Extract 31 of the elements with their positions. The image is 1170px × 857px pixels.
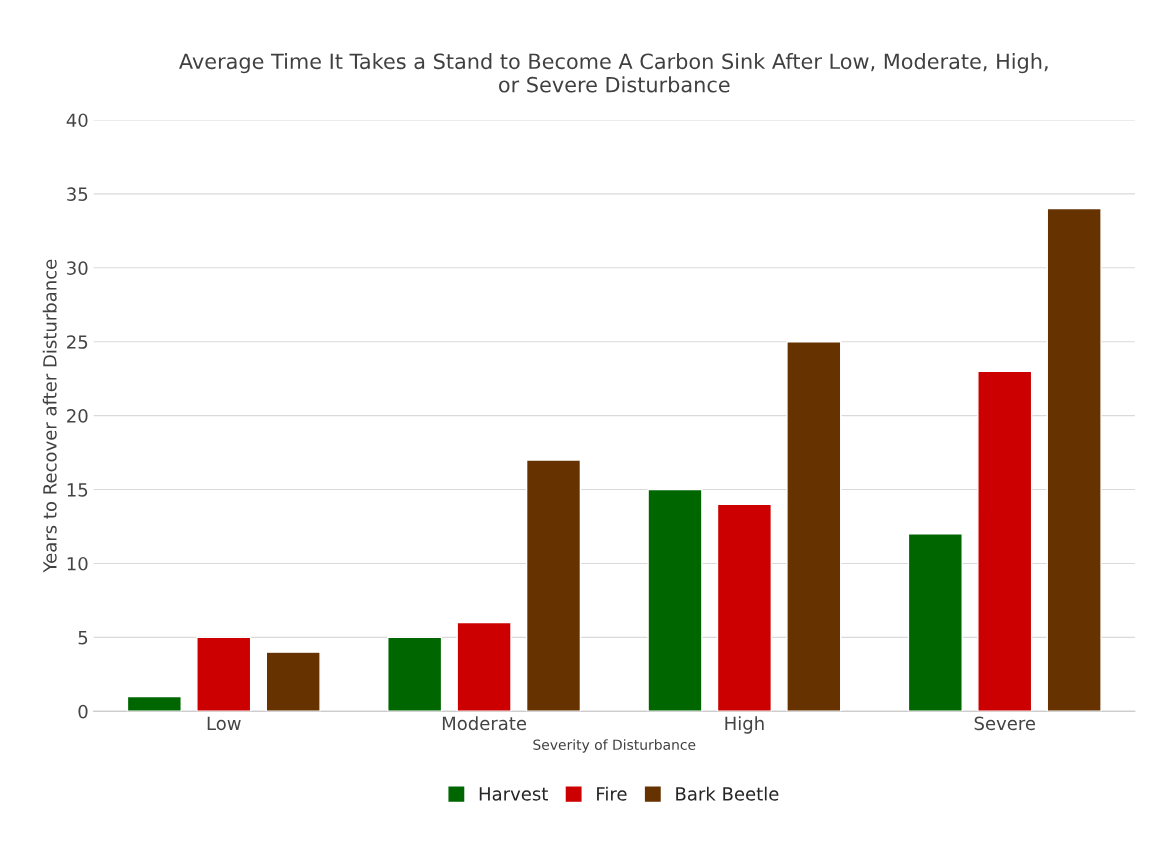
bar bbox=[716, 503, 773, 712]
bar bbox=[196, 636, 252, 712]
y-tick-label: 10 bbox=[67, 556, 88, 571]
bar bbox=[265, 651, 321, 712]
y-tick-label: 30 bbox=[67, 261, 88, 275]
x-tick-label: Severe bbox=[974, 716, 1036, 731]
y-tick-label: 15 bbox=[67, 483, 88, 497]
bar bbox=[126, 695, 182, 712]
y-tick-label: 40 bbox=[66, 113, 88, 128]
bar bbox=[786, 341, 842, 712]
x-tick-label: High bbox=[725, 716, 764, 734]
legend-label: Bark Beetle bbox=[676, 786, 779, 801]
bar bbox=[1046, 207, 1102, 712]
x-axis-title: Severity of Disturbance bbox=[533, 739, 696, 753]
y-tick-label: 5 bbox=[78, 631, 88, 645]
y-tick-label: 35 bbox=[67, 187, 88, 202]
y-axis-title: Years to Recover after Disturbance bbox=[42, 259, 57, 573]
legend-label: Harvest bbox=[479, 787, 548, 801]
bar bbox=[977, 370, 1033, 712]
y-tick-label: 20 bbox=[67, 409, 88, 423]
bar bbox=[907, 533, 963, 712]
x-tick-label: Low bbox=[207, 716, 241, 731]
bar bbox=[525, 459, 582, 712]
chart-title: Average Time It Takes a Stand to Become A Carbon Sink After Low, Moderate, High, or Severe Disturbance bbox=[179, 53, 1048, 93]
bar bbox=[387, 636, 443, 712]
bar bbox=[456, 621, 512, 712]
legend-label: Fire bbox=[597, 786, 627, 801]
y-tick-label: 25 bbox=[67, 335, 88, 349]
x-tick-label: Moderate bbox=[442, 716, 527, 731]
y-tick-label: 0 bbox=[78, 704, 88, 719]
bar bbox=[647, 488, 703, 712]
